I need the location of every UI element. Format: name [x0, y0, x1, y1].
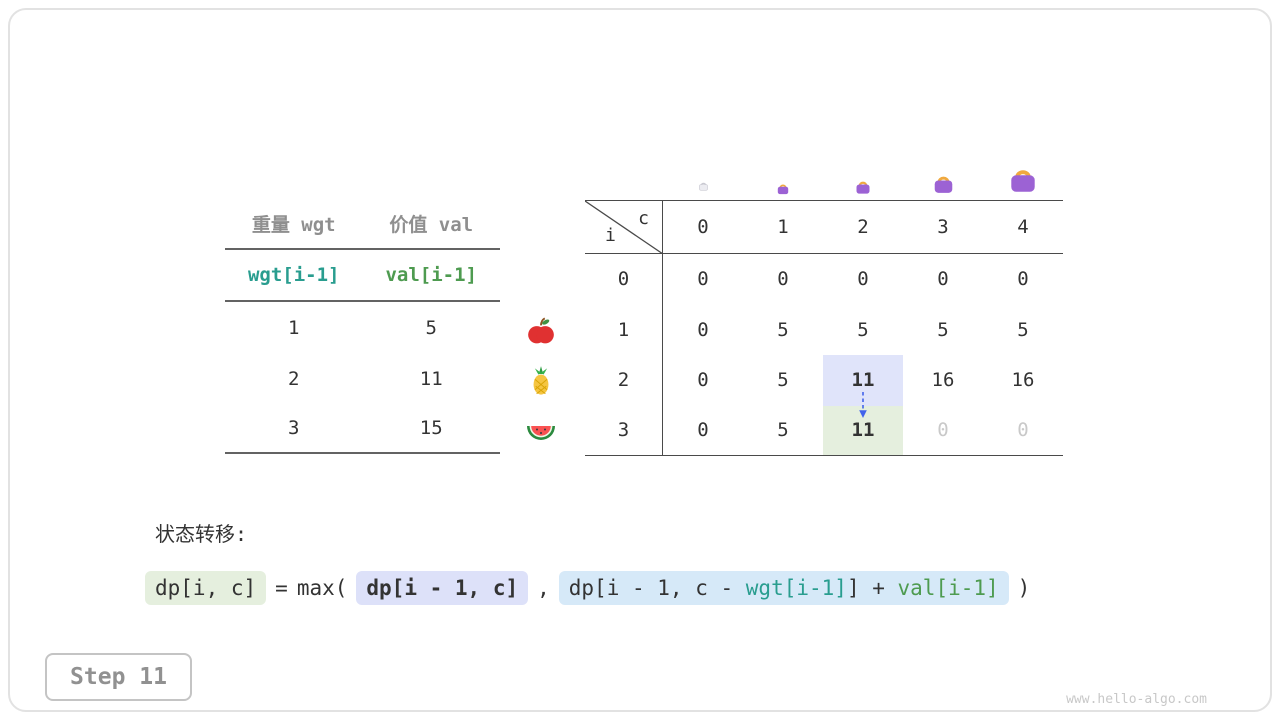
dp-cell: 16: [1011, 369, 1035, 392]
dp-cell: 5: [777, 369, 789, 392]
value-column-header: 价值 val: [389, 213, 474, 236]
dp-table: c i 0 1 2 3 4 0 0 0 0 0 0 1 0 5 5: [585, 170, 1063, 456]
dp-cell: 16: [931, 369, 955, 392]
bag-slot: [983, 140, 1063, 196]
dp-cell: 0: [937, 268, 949, 291]
dp-cell: 5: [1017, 318, 1029, 341]
dp-col-header: 3: [903, 201, 983, 254]
wgt-cell: 1: [288, 316, 300, 339]
wgt-cell: 2: [288, 367, 300, 390]
col-axis-label: c: [638, 208, 649, 229]
dp-cell-target: 11: [823, 405, 903, 456]
formula-lhs-box: dp[i, c]: [145, 571, 267, 605]
transition-formula: dp[i, c] = max( dp[i - 1, c] , dp[i - 1,…: [145, 571, 1030, 605]
formula-arg2-part2: ] +: [846, 576, 898, 600]
formula-close-paren: ): [1017, 576, 1031, 600]
bag-slot: [903, 140, 983, 196]
dp-cell: 0: [857, 268, 869, 291]
watermelon-icon: [522, 414, 560, 450]
transition-arrow-icon: [856, 391, 870, 419]
dp-cell: 5: [937, 318, 949, 341]
weight-table-formula-row: wgt[i-1] val[i-1]: [225, 250, 500, 302]
dp-row-header: 3: [585, 405, 663, 456]
corner-diagonal-line: [585, 201, 663, 254]
dp-cell: 5: [777, 318, 789, 341]
formula-max-open: max(: [296, 576, 348, 600]
apple-icon: [522, 313, 560, 349]
capacity-bags-row: [663, 140, 1063, 196]
val-cell: 11: [419, 367, 443, 390]
dp-cell: 0: [777, 268, 789, 291]
dp-col-header: 1: [743, 201, 823, 254]
dp-row-header: 2: [585, 355, 663, 406]
weight-column-header: 重量 wgt: [251, 213, 336, 236]
bag-icon: [777, 184, 789, 195]
formula-arg2-part1: dp[i - 1, c -: [568, 576, 746, 600]
val-cell: 5: [425, 316, 437, 339]
bag-icon: [1011, 170, 1035, 192]
bag-icon: [934, 176, 952, 193]
step-badge: Step 11: [45, 653, 192, 701]
dp-row-header: 0: [585, 254, 663, 305]
dp-cell: 0: [1017, 268, 1029, 291]
dp-cell: 0: [697, 318, 709, 341]
weight-value-table: 重量 wgt 价值 val wgt[i-1] val[i-1] 1 5 2 11…: [225, 198, 500, 454]
dp-cell: 5: [857, 318, 869, 341]
wgt-cell: 3: [288, 417, 300, 439]
val-cell: 15: [419, 417, 443, 439]
bag-slot: [823, 140, 903, 196]
figure-card: 重量 wgt 价值 val wgt[i-1] val[i-1] 1 5 2 11…: [8, 8, 1272, 712]
formula-arg1-box: dp[i - 1, c]: [356, 571, 529, 605]
row-axis-label: i: [605, 225, 616, 246]
formula-arg2-wgt: wgt[i-1]: [745, 576, 847, 600]
dp-grid: c i 0 1 2 3 4 0 0 0 0 0 0 1 0 5 5: [585, 200, 1063, 456]
dp-corner-cell: c i: [585, 201, 663, 254]
dp-col-header: 2: [823, 201, 903, 254]
dp-col-header: 0: [663, 201, 743, 254]
dp-cell: 5: [743, 406, 823, 456]
step-badge-label: Step 11: [70, 664, 167, 690]
bag-icon: [856, 181, 870, 194]
weight-table-header-row: 重量 wgt 价值 val: [225, 198, 500, 250]
watermark: www.hello-algo.com: [1066, 692, 1207, 707]
formula-equals: =: [275, 576, 288, 600]
dp-col-header: 4: [983, 201, 1063, 254]
dp-cell: 0: [697, 369, 709, 392]
val-formula-label: val[i-1]: [385, 264, 477, 286]
formula-arg2-val: val[i-1]: [897, 576, 999, 600]
weight-table-row: 1 5: [225, 302, 500, 353]
formula-arg2-box: dp[i - 1, c - wgt[i-1]] + val[i-1]: [558, 571, 1009, 605]
pineapple-icon: [522, 363, 560, 399]
wgt-formula-label: wgt[i-1]: [247, 264, 340, 286]
dp-cell: 0: [903, 406, 983, 456]
bag-slot: [743, 140, 823, 196]
weight-table-row: 2 11: [225, 353, 500, 404]
formula-separator: ,: [537, 576, 550, 600]
dp-row-header: 1: [585, 304, 663, 355]
dp-cell-source: 11: [823, 355, 903, 406]
dp-cell: 0: [983, 406, 1063, 456]
bag-slot: [663, 140, 743, 196]
dp-cell: 0: [663, 406, 743, 456]
dp-cell: 0: [697, 268, 709, 291]
empty-bag-icon: [698, 182, 708, 191]
transition-section-label: 状态转移:: [155, 522, 248, 546]
weight-table-row: 3 15: [225, 404, 500, 454]
